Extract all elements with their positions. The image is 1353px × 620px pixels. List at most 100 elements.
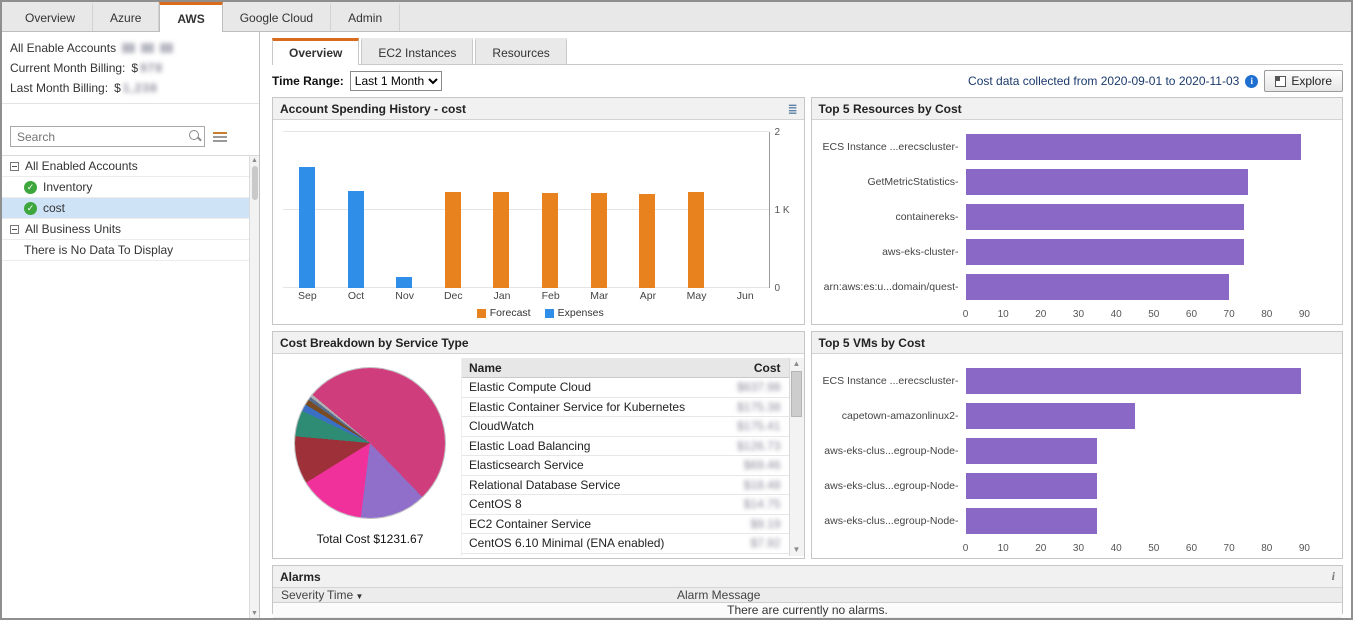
chart-menu-icon[interactable]: ≣ bbox=[787, 101, 797, 116]
hbar-aws-eks-clus-egroup-node[interactable] bbox=[965, 508, 1098, 534]
tree-item-inventory[interactable]: ✓ Inventory bbox=[2, 177, 249, 198]
main-content: Overview EC2 Instances Resources Time Rang… bbox=[260, 32, 1351, 618]
top-tab-overview[interactable]: Overview bbox=[8, 2, 94, 31]
x-axis-label: Oct bbox=[347, 290, 365, 302]
service-row-centos-8[interactable]: CentOS 8 $14.75 bbox=[462, 495, 789, 515]
service-row-elastic-load-balancing[interactable]: Elastic Load Balancing $126.73 bbox=[462, 437, 789, 456]
cost-breakdown-body: Total Cost $1231.67 Name Cost Elastic Comp… bbox=[273, 354, 804, 558]
scroll-down-icon[interactable]: ▼ bbox=[792, 545, 801, 554]
top-tab-azure[interactable]: Azure bbox=[93, 2, 160, 31]
tree-item-all-business-units[interactable]: All Business Units bbox=[2, 219, 249, 240]
service-cost: $7.92 bbox=[750, 536, 781, 551]
x-axis-label: May bbox=[686, 290, 707, 302]
scroll-up-icon[interactable]: ▲ bbox=[251, 157, 258, 164]
sub-tab-overview[interactable]: Overview bbox=[272, 38, 360, 65]
service-name: CentOS 6.10 Minimal (ENA enabled) bbox=[469, 536, 665, 551]
top-tab-admin[interactable]: Admin bbox=[331, 2, 401, 31]
sub-tab-ec2-instances[interactable]: EC2 Instances bbox=[361, 38, 474, 64]
hbar-containereks[interactable] bbox=[965, 204, 1245, 230]
collapse-icon[interactable] bbox=[10, 161, 19, 171]
panel-title: Top 5 Resources by Cost bbox=[818, 101, 962, 116]
hbar-getmetricstatistics[interactable] bbox=[965, 169, 1248, 195]
col-header-cost[interactable]: Cost bbox=[753, 360, 781, 375]
spending-bar-apr-forecast[interactable] bbox=[639, 194, 656, 288]
hbar-arn-aws-es-u-domain-quest[interactable] bbox=[965, 274, 1230, 300]
scroll-up-icon[interactable]: ▲ bbox=[792, 359, 801, 368]
y-axis-label: 0 bbox=[774, 283, 781, 294]
spending-bar-oct-expenses[interactable] bbox=[347, 190, 364, 288]
currency-symbol: $ bbox=[131, 61, 139, 75]
service-row-centos-6-10-minimal-ena-enabled[interactable]: CentOS 6.10 Minimal (ENA enabled) $7.92 bbox=[462, 534, 789, 554]
top-tab-aws[interactable]: AWS bbox=[159, 2, 223, 32]
last-month-billing-value: 1,238 bbox=[122, 81, 158, 95]
x-axis-tick: 60 bbox=[1185, 309, 1198, 320]
top-vms-chart: ECS Instance ...erecscluster-capetown-am… bbox=[812, 354, 1343, 558]
hbar-aws-eks-clus-egroup-node[interactable] bbox=[965, 473, 1098, 499]
top-tabbar: Overview Azure AWS Google Cloud Admin bbox=[2, 2, 1351, 32]
scroll-down-icon[interactable]: ▼ bbox=[251, 610, 258, 617]
service-cost: $14.75 bbox=[743, 497, 781, 512]
x-axis-label: Jan bbox=[493, 290, 511, 302]
bar-label: aws-eks-cluster- bbox=[882, 246, 959, 258]
x-axis-tick: 40 bbox=[1110, 543, 1122, 554]
alarm-col-severity[interactable]: Severity bbox=[281, 588, 325, 602]
spending-bar-may-forecast[interactable] bbox=[687, 192, 704, 288]
top-resources-chart: ECS Instance ...erecscluster- GetMetricSt… bbox=[812, 120, 1343, 324]
spending-bar-dec-forecast[interactable] bbox=[444, 192, 461, 288]
x-axis-tick: 90 bbox=[1298, 543, 1310, 554]
x-axis-tick: 60 bbox=[1185, 543, 1198, 554]
search-row bbox=[2, 104, 259, 155]
top-tab-google-cloud[interactable]: Google Cloud bbox=[223, 2, 332, 31]
spending-bar-sep-expenses[interactable] bbox=[299, 167, 316, 288]
x-axis-tick: 80 bbox=[1261, 543, 1273, 554]
cost-pie-chart[interactable] bbox=[295, 368, 445, 518]
alarms-info-icon[interactable]: i bbox=[1331, 569, 1335, 583]
col-header-name[interactable]: Name bbox=[469, 360, 502, 375]
hbar-ecs-instance-erecscluster[interactable] bbox=[965, 368, 1301, 394]
search-icon[interactable] bbox=[188, 129, 201, 142]
time-range-select[interactable]: Last 1 Month bbox=[349, 71, 442, 91]
hbar-ecs-instance-erecscluster[interactable] bbox=[965, 134, 1301, 160]
spending-bar-nov-expenses[interactable] bbox=[396, 277, 413, 288]
bar-label: ECS Instance ...erecscluster- bbox=[822, 141, 959, 153]
sub-tab-resources[interactable]: Resources bbox=[475, 38, 567, 64]
spending-bar-feb-forecast[interactable] bbox=[542, 192, 558, 288]
explore-button[interactable]: Explore bbox=[1264, 70, 1343, 92]
scroll-thumb[interactable] bbox=[791, 371, 802, 417]
service-row-cloudwatch[interactable]: CloudWatch $175.41 bbox=[462, 417, 789, 437]
service-row-elasticsearch-service[interactable]: Elasticsearch Service $69.46 bbox=[462, 456, 789, 476]
x-axis-label: Jun bbox=[736, 290, 754, 302]
service-name: Elastic Compute Cloud bbox=[469, 380, 592, 395]
collapse-icon[interactable] bbox=[10, 224, 19, 234]
table-scrollbar[interactable]: ▲ ▼ bbox=[788, 358, 804, 556]
tree-scrollbar[interactable]: ▲ ▼ bbox=[249, 156, 259, 618]
service-cost: $637.98 bbox=[737, 380, 781, 395]
alarm-col-time[interactable]: Time ▼ bbox=[327, 588, 364, 602]
spending-bar-jan-forecast[interactable] bbox=[493, 192, 510, 288]
filter-list-icon[interactable] bbox=[213, 130, 229, 144]
service-row-elastic-compute-cloud[interactable]: Elastic Compute Cloud $637.98 bbox=[462, 378, 789, 398]
alarm-col-alarm-message[interactable]: Alarm Message bbox=[677, 588, 761, 602]
time-range-label: Time Range: bbox=[272, 74, 344, 88]
x-axis-tick: 50 bbox=[1148, 309, 1160, 320]
blurred-badge bbox=[141, 43, 155, 53]
tree-item-all-enabled-accounts[interactable]: All Enabled Accounts bbox=[2, 156, 249, 177]
tree-item-label: All Business Units bbox=[25, 222, 122, 236]
service-row-elastic-container-service-for-kubernetes[interactable]: Elastic Container Service for Kubernetes… bbox=[462, 398, 789, 417]
hbar-capetown-amazonlinux2[interactable] bbox=[965, 403, 1135, 429]
x-axis-tick: 10 bbox=[997, 543, 1009, 554]
tree-item-cost[interactable]: ✓ cost bbox=[2, 198, 249, 219]
hbar-aws-eks-cluster[interactable] bbox=[965, 239, 1245, 265]
x-axis-tick: 20 bbox=[1035, 543, 1047, 554]
spending-bar-mar-forecast[interactable] bbox=[590, 193, 607, 288]
x-axis-tick: 70 bbox=[1223, 309, 1235, 320]
service-row-relational-database-service[interactable]: Relational Database Service $18.48 bbox=[462, 476, 789, 495]
hbar-aws-eks-clus-egroup-node[interactable] bbox=[965, 438, 1098, 464]
service-name: Relational Database Service bbox=[469, 477, 621, 492]
scroll-thumb[interactable] bbox=[251, 166, 258, 200]
service-row-ec2-container-service[interactable]: EC2 Container Service $9.19 bbox=[462, 515, 789, 534]
info-icon[interactable]: i bbox=[1245, 74, 1259, 88]
sort-desc-icon[interactable]: ▼ bbox=[353, 592, 364, 601]
search-input[interactable] bbox=[10, 126, 205, 147]
